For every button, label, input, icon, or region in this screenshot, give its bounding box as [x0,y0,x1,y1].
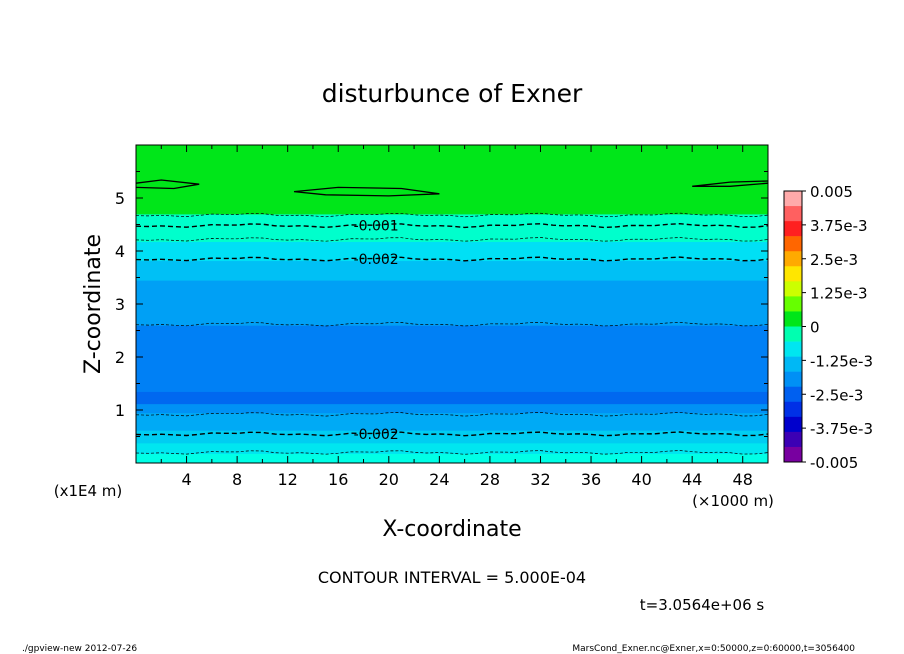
x-tick-label: 28 [480,470,500,489]
color-bands [136,145,768,464]
x-tick-label: 16 [328,470,348,489]
contour-interval-text: CONTOUR INTERVAL = 5.000E-04 [318,568,586,587]
colorbar-segment-11 [784,356,802,372]
plot-area: -0.002 -0.002 -0.001 [135,144,769,464]
contour-label-6: -0.001 [354,219,399,235]
x-axis-label: X-coordinate [382,517,521,542]
colorbar-label: -3.75e-3 [810,420,873,438]
colorbar-segment-14 [784,401,802,418]
contour-line-1 [135,431,769,437]
color-band-6 [136,325,768,392]
y-axis-label: Z-coordinate [81,234,106,374]
colorbar-label: 2.5e-3 [810,251,858,269]
colorbar-label: -0.005 [810,454,858,472]
contour-line-5 [135,237,769,242]
colorbar-label: 1.25e-3 [810,285,868,303]
y-tick-label: 5 [115,189,125,208]
colorbar-label: 0.005 [810,183,853,201]
y-tick-label: 4 [115,242,125,261]
contour-lines [135,212,769,455]
contour-line-7 [135,212,769,218]
color-band-11 [136,145,768,215]
contour-line-0 [135,450,769,455]
colorbar-segment-13 [784,386,802,403]
footer-right: MarsCond_Exner.nc@Exner,x=0:50000,z=0:60… [572,644,855,654]
color-band-0 [136,453,768,464]
x-tick-label: 24 [429,470,449,489]
color-band-9 [136,241,768,262]
x-tick-label: 44 [682,470,702,489]
chart-title: disturbunce of Exner [322,79,583,108]
colorbar-segment-1 [784,206,802,222]
x-tick-label: 40 [631,470,651,489]
colorbar-segment-16 [784,431,802,448]
y-tick-label: 1 [115,401,125,420]
color-band-1 [136,442,768,454]
time-text: t=3.0564e+06 s [640,596,765,614]
y-tick-label: 3 [115,295,125,314]
y-tick-label: 2 [115,348,125,367]
x-tick-label: 8 [232,470,242,489]
colorbar-labels: 0.005 3.75e-3 2.5e-3 1.25e-3 0 -1.25e-3 -2.5e-… [802,183,873,472]
y-unit-label: (x1E4 m) [54,482,123,500]
colorbar-label: 3.75e-3 [810,217,868,235]
zero-contour-2 [692,180,769,187]
x-tick-label: 12 [278,470,298,489]
color-band-4 [136,403,768,414]
contour-labels: -0.002 -0.002 -0.001 [354,219,399,443]
x-tick-label: 20 [379,470,399,489]
x-tick-label: 48 [733,470,753,489]
x-unit-label: (×1000 m) [692,492,774,510]
zero-contours [135,179,769,197]
colorbar-segment-4 [784,251,802,267]
color-band-7 [136,280,768,326]
colorbar-segment-0 [784,191,802,207]
y-tick-labels: 1 2 3 4 5 [115,189,125,420]
axis-ticks [136,145,768,463]
colorbar-label: -1.25e-3 [810,352,873,370]
zero-contour-0 [135,179,200,190]
color-band-10 [136,213,768,242]
x-tick-label: 36 [581,470,601,489]
colorbar [783,190,803,463]
contour-line-3 [135,321,769,327]
x-tick-label: 32 [530,470,550,489]
colorbar-segment-12 [784,371,802,388]
colorbar-segment-3 [784,236,802,252]
contour-line-4 [135,256,769,262]
color-band-5 [136,391,768,405]
colorbar-segment-2 [784,221,802,237]
contour-line-2 [135,412,769,417]
footer-left: ./gpview-new 2012-07-26 [22,644,137,654]
colorbar-segment-7 [784,296,802,312]
colorbar-label: 0 [810,319,820,337]
colorbar-segment-6 [784,281,802,297]
colorbar-segment-17 [784,446,802,463]
colorbar-segment-5 [784,266,802,282]
colorbar-label: -2.5e-3 [810,386,863,404]
zero-contour-1 [293,186,440,197]
x-tick-labels: 4 8 12 16 20 24 28 32 36 40 44 48 [181,470,752,489]
colorbar-segment-10 [784,341,802,357]
colorbar-segment-9 [784,326,802,342]
contour-label-4: -0.002 [354,252,399,268]
contour-line-6 [135,222,769,229]
color-band-3 [136,412,768,431]
color-band-8 [136,260,768,281]
color-band-2 [136,430,768,444]
colorbar-segment-15 [784,416,802,433]
x-tick-label: 4 [181,470,191,489]
colorbar-segment-8 [784,311,802,327]
contour-label-1: -0.002 [354,427,399,443]
